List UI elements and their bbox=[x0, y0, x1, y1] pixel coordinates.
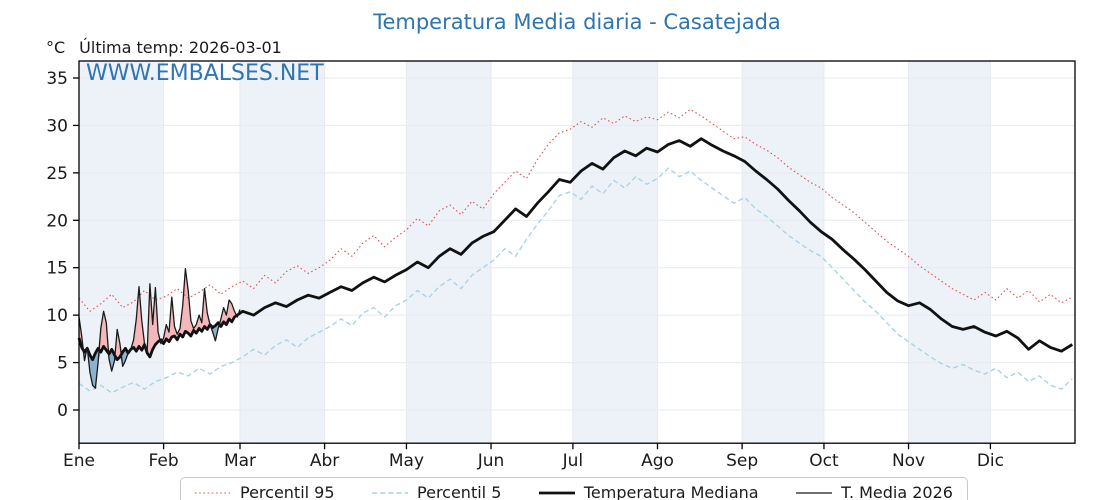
month-band bbox=[406, 61, 492, 444]
x-tick-label: Feb bbox=[149, 451, 179, 471]
legend-item-percentil-5: Percentil 5 bbox=[372, 483, 501, 500]
y-tick-label: 35 bbox=[46, 69, 68, 89]
month-band bbox=[908, 61, 991, 444]
month-band bbox=[742, 61, 824, 444]
legend-line-sample-percentil-95 bbox=[195, 491, 231, 494]
y-tick-label: 10 bbox=[46, 306, 68, 326]
y-tick-label: 30 bbox=[46, 116, 68, 136]
legend-label: Temperatura Mediana bbox=[583, 483, 759, 500]
x-tick-label: Sep bbox=[726, 451, 758, 471]
last-temp-label: Última temp: 2026-03-01 bbox=[79, 38, 282, 57]
legend-item-percentil-95: Percentil 95 bbox=[195, 483, 335, 500]
x-tick-label: Ene bbox=[63, 451, 95, 471]
legend-line-sample-t-media-2026 bbox=[796, 491, 833, 494]
x-tick-label: Oct bbox=[809, 451, 839, 471]
month-band bbox=[239, 61, 325, 444]
y-tick-label: 0 bbox=[57, 401, 68, 421]
legend-label: Percentil 95 bbox=[240, 483, 335, 500]
legend-item-t-media-2026: T. Media 2026 bbox=[796, 483, 953, 500]
legend-label: T. Media 2026 bbox=[841, 483, 953, 500]
x-tick-label: May bbox=[389, 451, 424, 471]
chart-title: Temperatura Media diaria - Casatejada bbox=[373, 10, 781, 34]
y-axis-unit-label: °C bbox=[46, 38, 66, 57]
x-tick-label: Abr bbox=[310, 451, 339, 471]
x-tick-label: Jul bbox=[562, 451, 584, 471]
series-temperatura-mediana bbox=[77, 137, 1074, 362]
plot-frame bbox=[78, 60, 1076, 444]
y-tick-label: 15 bbox=[46, 259, 68, 279]
y-tick-label: 5 bbox=[57, 354, 68, 374]
legend-line-sample-temperatura-mediana bbox=[538, 491, 575, 494]
x-tick-label: Jun bbox=[477, 451, 505, 471]
x-tick-label: Nov bbox=[892, 451, 925, 471]
series-percentil-5 bbox=[78, 167, 1073, 394]
series-t-media-2026 bbox=[78, 268, 241, 389]
x-tick-label: Dic bbox=[977, 451, 1004, 471]
x-tick-label: Ago bbox=[641, 451, 674, 471]
legend-item-temperatura-mediana: Temperatura Mediana bbox=[538, 483, 759, 500]
y-tick-label: 20 bbox=[46, 211, 68, 231]
x-tick-label: Mar bbox=[224, 451, 256, 471]
axis-header: °C Última temp: 2026-03-01 bbox=[46, 38, 282, 57]
watermark-text: WWW.EMBALSES.NET bbox=[86, 61, 324, 86]
y-tick-label: 25 bbox=[46, 164, 68, 184]
month-band bbox=[572, 61, 658, 444]
legend: Percentil 95 Percentil 5 Temperatura Media… bbox=[180, 477, 968, 500]
legend-line-sample-percentil-5 bbox=[372, 491, 409, 494]
month-band bbox=[79, 61, 164, 444]
legend-label: Percentil 5 bbox=[417, 483, 502, 500]
